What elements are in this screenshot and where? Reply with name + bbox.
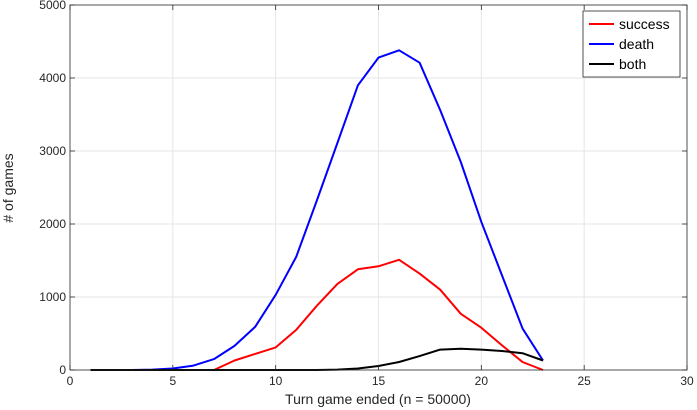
legend: success death both bbox=[582, 10, 681, 78]
legend-label-death: death bbox=[619, 36, 654, 52]
y-tick-label: 2000 bbox=[39, 217, 66, 231]
y-tick-label: 0 bbox=[59, 363, 66, 377]
y-tick-label: 4000 bbox=[39, 71, 66, 85]
x-tick-label: 20 bbox=[475, 374, 489, 388]
y-axis-label: # of games bbox=[0, 153, 16, 222]
x-tick-label: 30 bbox=[680, 374, 694, 388]
x-tick-label: 10 bbox=[269, 374, 283, 388]
x-axis-label: Turn game ended (n = 50000) bbox=[285, 391, 471, 407]
x-tick-label: 25 bbox=[577, 374, 591, 388]
x-axis-ticks: 0 5 10 15 20 25 30 bbox=[67, 5, 694, 388]
legend-label-success: success bbox=[619, 16, 670, 32]
y-tick-label: 1000 bbox=[39, 290, 66, 304]
x-tick-label: 0 bbox=[67, 374, 74, 388]
grid-lines bbox=[70, 5, 687, 370]
x-tick-label: 15 bbox=[372, 374, 386, 388]
y-tick-label: 3000 bbox=[39, 144, 66, 158]
y-tick-label: 5000 bbox=[39, 0, 66, 12]
series-line-death bbox=[90, 49, 544, 371]
x-tick-label: 5 bbox=[169, 374, 176, 388]
legend-label-both: both bbox=[619, 56, 646, 72]
y-axis-ticks: 0 1000 2000 3000 4000 5000 bbox=[39, 0, 687, 377]
